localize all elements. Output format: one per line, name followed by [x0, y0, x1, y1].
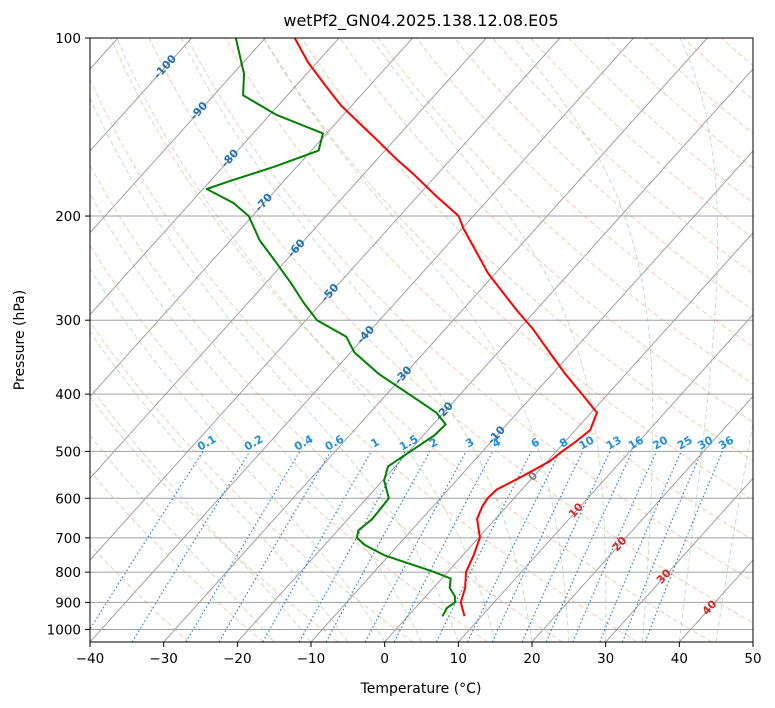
mixing-ratio-line — [298, 451, 406, 642]
x-tick-label: 10 — [450, 651, 467, 667]
dry-adiabat-line — [90, 321, 414, 642]
x-tick-label: 30 — [597, 651, 614, 667]
chart-title: wetPf2_GN04.2025.138.12.08.E05 — [283, 11, 558, 31]
dry-adiabat-line — [90, 396, 339, 642]
dewpoint-profile-line — [205, 38, 456, 617]
sounding-profiles — [205, 38, 598, 617]
dry-adiabat-line — [90, 163, 563, 642]
mixing-ratio-line — [521, 451, 611, 642]
moist-adiabat-line — [90, 97, 459, 642]
dry-adiabat-line — [186, 38, 753, 582]
mixing-ratio-line — [262, 451, 372, 642]
x-tick-label: 20 — [523, 651, 540, 667]
x-tick-label: −30 — [149, 651, 178, 667]
moist-adiabat-line — [116, 38, 496, 642]
mixing-ratio-line — [545, 451, 633, 642]
y-tick-label: 700 — [55, 531, 81, 547]
moist-adiabat-line — [371, 38, 607, 642]
mixing-ratio-line — [467, 451, 561, 642]
dry-adiabat-line — [148, 38, 753, 624]
temperature-profile-line — [293, 38, 598, 617]
y-tick-label: 800 — [55, 565, 81, 581]
x-axis-label: Temperature (°C) — [360, 681, 482, 697]
dry-adiabat-line — [377, 38, 753, 385]
plot-frame — [89, 37, 754, 643]
x-axis: −40 −30 −20 −10 0 10 20 30 40 50 — [76, 642, 762, 667]
moist-adiabat-line — [90, 434, 275, 642]
y-tick-label: 400 — [55, 387, 81, 403]
mixing-ratio-line — [435, 451, 532, 642]
dry-adiabat-line — [90, 470, 264, 642]
y-tick-label: 500 — [55, 444, 81, 460]
y-tick-label: 300 — [55, 313, 81, 329]
y-tick-label: 900 — [55, 595, 81, 611]
moist-adiabat-line — [90, 330, 349, 642]
y-tick-label: 1000 — [47, 622, 81, 638]
isotherm-line — [90, 38, 266, 234]
x-tick-label: 0 — [380, 651, 389, 667]
moist-adiabat-line — [180, 38, 533, 642]
y-tick-label: 200 — [55, 209, 81, 225]
isotherm-line — [236, 68, 753, 642]
y-tick-label: 100 — [55, 31, 81, 47]
moist-adiabat-line — [263, 38, 570, 642]
x-tick-label: −40 — [76, 651, 105, 667]
isotherm-line — [605, 477, 753, 642]
moist-adiabat-line — [678, 38, 719, 642]
isotherm-line — [90, 38, 487, 480]
dry-adiabat-line — [263, 38, 753, 501]
mixing-ratio-line — [572, 451, 657, 642]
x-tick-label: −10 — [297, 651, 326, 667]
moist-adiabat-line — [514, 38, 654, 642]
dry-adiabat-line — [492, 38, 753, 275]
isotherm-line — [384, 231, 753, 642]
isotherm-line — [90, 38, 192, 152]
mixing-ratio-line — [185, 451, 301, 642]
dry-adiabat-line — [568, 38, 753, 204]
y-tick-label: 600 — [55, 491, 81, 507]
x-tick-label: 50 — [744, 651, 761, 667]
mixing-ratio-line — [491, 451, 584, 642]
y-axis: 100 200 300 400 500 600 700 800 900 1000 — [47, 31, 90, 638]
isotherm-line — [90, 38, 561, 561]
dry-adiabat-line — [90, 244, 488, 642]
y-axis-label: Pressure (hPa) — [12, 290, 28, 390]
mixing-ratio-line — [218, 451, 332, 642]
isotherm-line — [310, 150, 753, 642]
mixing-ratio-line — [90, 451, 204, 631]
dry-adiabat-line — [224, 38, 753, 541]
isotherm-line — [90, 38, 634, 642]
isotherm-line — [457, 313, 753, 642]
x-tick-label: 40 — [671, 651, 688, 667]
dry-adiabat-line — [415, 38, 753, 348]
mixing-ratio-line — [599, 451, 682, 642]
mixing-ratio-line — [131, 451, 251, 642]
dry-adiabat-line — [90, 78, 638, 642]
moist-adiabat-line — [90, 267, 386, 642]
isotherm-line — [163, 38, 708, 642]
x-tick-label: −20 — [223, 651, 252, 667]
isotherm-line — [531, 395, 753, 642]
isotherm-line — [90, 38, 340, 316]
mixing-ratio-line — [325, 451, 431, 642]
